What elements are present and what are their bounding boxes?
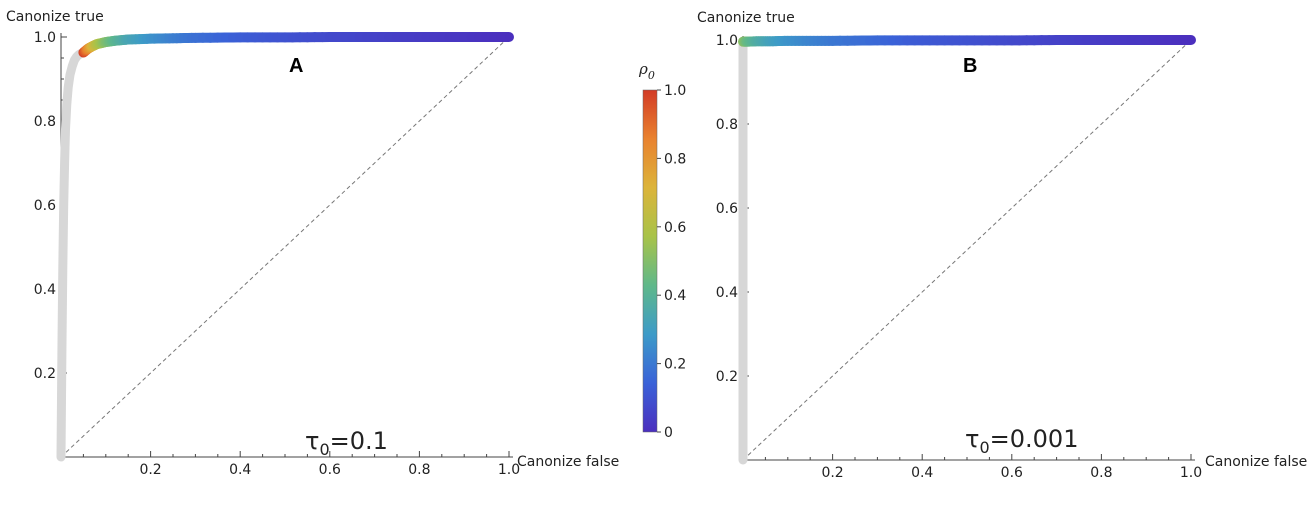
x-tick-label: 0.6 xyxy=(1001,465,1023,481)
x-tick-label: 1.0 xyxy=(498,462,520,478)
panel-b: 0.2 0.4 0.6 0.8 1.0 0.2 0.4 0.6 0.8 1.0 Canonize t… xyxy=(697,10,1307,481)
tau-annotation-a: τ0=0.1 xyxy=(305,427,388,459)
colorbar-tick-label: 0.2 xyxy=(664,357,686,373)
colorbar-tick-label: 0.4 xyxy=(664,288,686,304)
x-tick-label: 0.2 xyxy=(139,462,161,478)
x-tick-label: 0.4 xyxy=(911,465,933,481)
colorbar-title: ρ0 xyxy=(638,60,655,82)
x-axis-title: Canonize false xyxy=(517,454,619,470)
colorbar-tick-label: 0.8 xyxy=(664,151,686,167)
curve-grey-segment xyxy=(56,48,88,462)
curve-end-marker xyxy=(1187,36,1195,44)
x-tick-label: 0.4 xyxy=(229,462,251,478)
x-tick-label: 0.6 xyxy=(319,462,341,478)
curve-end-marker xyxy=(505,33,513,41)
colorbar-tick-label: 0 xyxy=(664,425,673,441)
y-tick-label: 0.4 xyxy=(716,285,738,301)
x-tick-label: 0.2 xyxy=(821,465,843,481)
y-tick-label: 0.2 xyxy=(716,369,738,385)
diagonal-reference-line xyxy=(60,36,510,458)
colorbar-legend: ρ0 0 0.2 0.4 0.6 0.8 1.0 xyxy=(638,60,686,441)
y-tick-label: 0.8 xyxy=(716,117,738,133)
x-tick-label: 1.0 xyxy=(1180,465,1202,481)
y-tick-label: 0.6 xyxy=(34,198,56,214)
y-axis-title: Canonize true xyxy=(697,10,795,26)
x-tick-label: 0.8 xyxy=(1090,465,1112,481)
colorbar-gradient xyxy=(642,89,658,433)
y-tick-label: 1.0 xyxy=(716,33,738,49)
panel-letter-a: A xyxy=(289,55,303,77)
y-tick-label: 0.6 xyxy=(716,201,738,217)
y-tick-label: 0.2 xyxy=(34,366,56,382)
diagonal-reference-line xyxy=(742,39,1192,461)
y-axis-title: Canonize true xyxy=(6,9,104,25)
y-tick-label: 1.0 xyxy=(34,30,56,46)
y-tick-label: 0.4 xyxy=(34,282,56,298)
x-axis-title: Canonize false xyxy=(1205,454,1307,470)
x-tick-label: 0.8 xyxy=(408,462,430,478)
colorbar-tick-label: 1.0 xyxy=(664,83,686,99)
colorbar-tick-label: 0.6 xyxy=(664,220,686,236)
tau-annotation-b: τ0=0.001 xyxy=(965,425,1078,457)
y-tick-label: 0.8 xyxy=(34,114,56,130)
panel-letter-b: B xyxy=(963,55,977,77)
panel-a: 0.2 0.4 0.6 0.8 1.0 0.2 0.4 0.6 0.8 1.0 Canonize t… xyxy=(6,9,619,478)
